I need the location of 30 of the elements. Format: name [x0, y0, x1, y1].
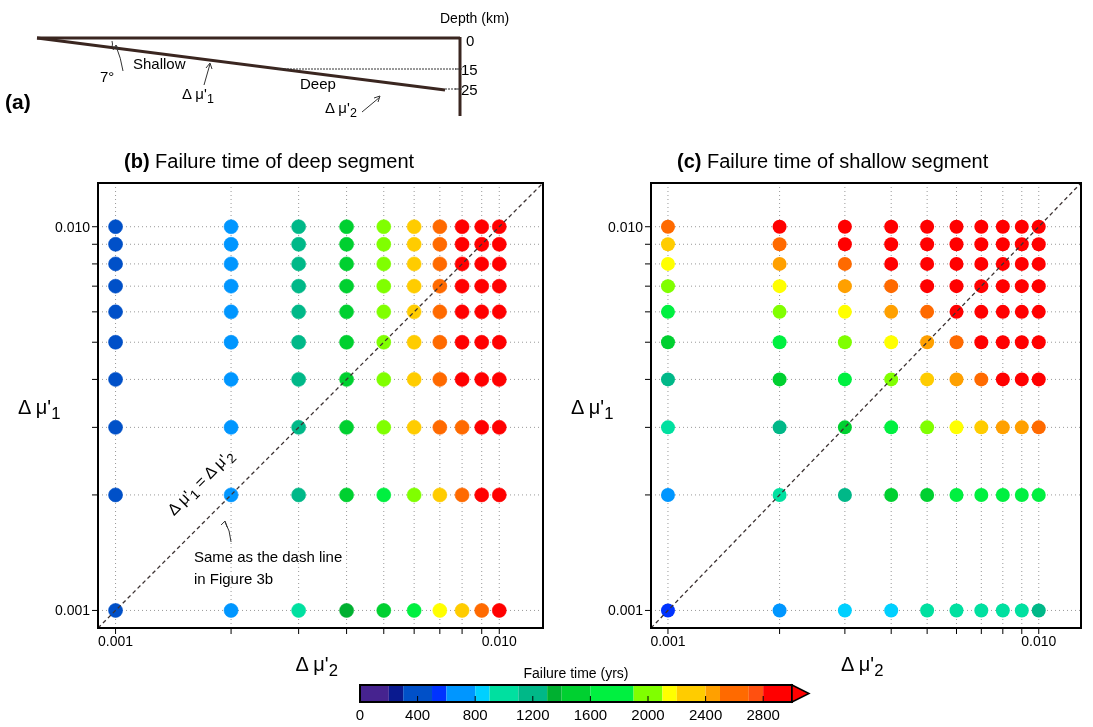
y-axis-title: Δ μ'$_{1}$: [571, 395, 614, 424]
color-bar-label: 1200: [516, 706, 550, 723]
color-bar-label: 2800: [746, 706, 780, 723]
color-bar-label: 1600: [573, 706, 608, 723]
color-bar-label: 800: [462, 706, 488, 723]
color-bar-label: 2000: [631, 706, 665, 723]
text: Δ μ'$_{1}$: [182, 85, 214, 106]
text: 15: [461, 61, 478, 78]
color-bar-label: 0: [355, 706, 365, 723]
color-bar-label: 2400: [688, 706, 723, 723]
y-axis-title: Δ μ'$_{1}$: [18, 395, 61, 424]
x-tick-label: 0.001: [650, 632, 686, 649]
x-tick-label: 0.010: [481, 632, 517, 649]
text: Depth (km): [440, 10, 510, 26]
text: 7°: [100, 68, 115, 85]
x-axis-title: Δ μ'$_{2}$: [295, 653, 338, 681]
text: Shallow: [133, 55, 186, 72]
annotation: Same as the dash line in Figure 3b: [193, 547, 344, 589]
color-bar-label: 400: [405, 706, 431, 723]
x-tick-label: 0.001: [98, 632, 134, 649]
chart-title: (b) Failure time of deep segment: [124, 150, 415, 173]
x-tick-label: 0.010: [1021, 632, 1057, 649]
text: (a): [5, 90, 31, 114]
text: 0: [466, 32, 475, 49]
color-bar-title: Failure time (yrs): [522, 665, 630, 681]
chart-title: (c) Failure time of shallow segment: [677, 150, 989, 173]
text: Deep: [300, 75, 336, 92]
text: 25: [461, 81, 478, 98]
text: Δ μ'$_{2}$: [325, 99, 357, 120]
x-axis-title: Δ μ'$_{2}$: [841, 653, 884, 681]
